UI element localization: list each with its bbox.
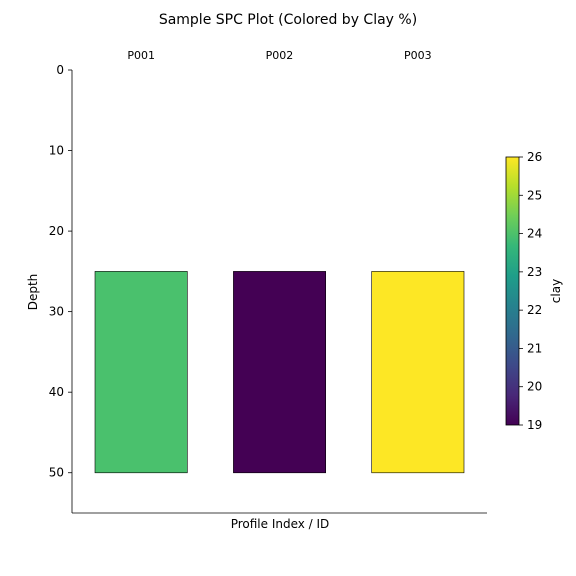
y-tick-label: 30 (49, 305, 64, 319)
colorbar: 19 20 21 22 23 24 25 26 (505, 150, 542, 432)
profile-label-P001: P001 (127, 49, 155, 62)
colorbar-tick-label: 25 (527, 188, 542, 202)
colorbar-tick-label: 26 (527, 150, 542, 164)
x-axis-label: Profile Index / ID (231, 517, 330, 531)
chart-title: Sample SPC Plot (Colored by Clay %) (159, 12, 417, 28)
profile-bar-P001 (94, 271, 188, 474)
y-tick-label: 50 (49, 466, 64, 480)
colorbar-tick-label: 19 (527, 418, 542, 432)
y-tick-label: 20 (49, 224, 64, 238)
y-axis-label: Depth (26, 274, 40, 311)
y-axis: 0 10 20 30 40 50 (49, 63, 73, 513)
colorbar-tick-label: 24 (527, 227, 542, 241)
colorbar-tick-label: 23 (527, 265, 542, 279)
y-tick-label: 0 (56, 63, 64, 77)
profile-labels: P001 P002 P003 (127, 49, 431, 62)
colorbar-tick-label: 21 (527, 341, 542, 355)
colorbar-gradient (505, 156, 520, 426)
colorbar-label: clay (549, 279, 563, 303)
profile-label-P003: P003 (404, 49, 432, 62)
colorbar-tick-label: 22 (527, 303, 542, 317)
profile-label-P002: P002 (266, 49, 294, 62)
y-tick-label: 40 (49, 385, 64, 399)
profile-bars (94, 271, 465, 474)
colorbar-tick-label: 20 (527, 380, 542, 394)
profile-bar-P003 (371, 271, 465, 474)
y-tick-label: 10 (49, 144, 64, 158)
profile-bar-P002 (233, 271, 326, 474)
